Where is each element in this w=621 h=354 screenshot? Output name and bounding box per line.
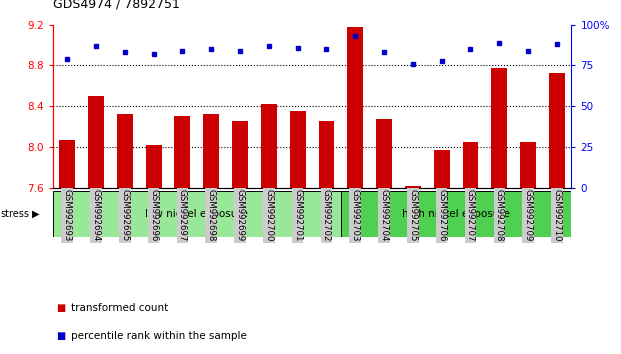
Text: GSM992704: GSM992704 xyxy=(379,189,389,242)
Bar xyxy=(203,114,219,188)
Text: GSM992707: GSM992707 xyxy=(466,189,475,242)
Bar xyxy=(53,191,341,237)
Bar xyxy=(405,185,421,188)
Bar xyxy=(341,191,571,237)
Bar xyxy=(491,68,507,188)
Text: GSM992696: GSM992696 xyxy=(149,189,158,242)
Text: ▶: ▶ xyxy=(32,209,40,219)
Text: GSM992703: GSM992703 xyxy=(351,189,360,242)
Text: stress: stress xyxy=(1,209,30,219)
Bar xyxy=(59,140,75,188)
Bar xyxy=(88,96,104,188)
Text: GSM992709: GSM992709 xyxy=(524,189,533,242)
Text: GSM992702: GSM992702 xyxy=(322,189,331,242)
Bar xyxy=(347,27,363,188)
Text: GSM992695: GSM992695 xyxy=(120,189,129,242)
Text: GSM992694: GSM992694 xyxy=(91,189,101,242)
Bar xyxy=(463,142,478,188)
Bar xyxy=(520,142,536,188)
Text: low nickel exposure: low nickel exposure xyxy=(145,209,248,219)
Text: GSM992705: GSM992705 xyxy=(409,189,417,242)
Text: GSM992697: GSM992697 xyxy=(178,189,187,242)
Text: GSM992706: GSM992706 xyxy=(437,189,446,242)
Bar xyxy=(146,145,161,188)
Bar xyxy=(117,114,133,188)
Text: GSM992708: GSM992708 xyxy=(495,189,504,242)
Bar xyxy=(433,150,450,188)
Text: GSM992710: GSM992710 xyxy=(553,189,561,242)
Text: GSM992693: GSM992693 xyxy=(63,189,71,242)
Text: GSM992698: GSM992698 xyxy=(207,189,215,242)
Bar xyxy=(261,104,277,188)
Text: percentile rank within the sample: percentile rank within the sample xyxy=(71,331,247,341)
Text: ■: ■ xyxy=(56,303,65,313)
Text: transformed count: transformed count xyxy=(71,303,169,313)
Text: GDS4974 / 7892751: GDS4974 / 7892751 xyxy=(53,0,179,11)
Text: high nickel exposure: high nickel exposure xyxy=(402,209,510,219)
Text: GSM992700: GSM992700 xyxy=(265,189,273,242)
Bar xyxy=(319,121,334,188)
Text: GSM992701: GSM992701 xyxy=(293,189,302,242)
Text: ■: ■ xyxy=(56,331,65,341)
Text: GSM992699: GSM992699 xyxy=(235,189,245,242)
Bar xyxy=(376,119,392,188)
Bar xyxy=(232,121,248,188)
Bar xyxy=(290,111,306,188)
Bar xyxy=(175,116,191,188)
Bar xyxy=(549,73,565,188)
